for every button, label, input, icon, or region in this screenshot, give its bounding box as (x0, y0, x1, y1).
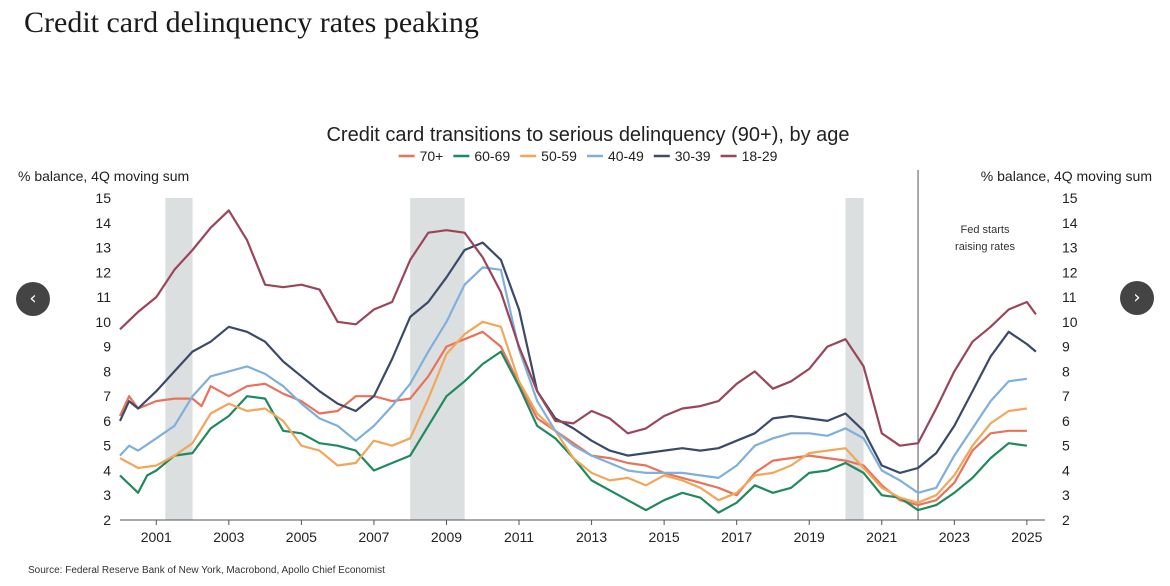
y-tick-label-left: 5 (103, 438, 111, 454)
x-tick-label: 2017 (721, 529, 752, 545)
x-tick-label: 2007 (358, 529, 389, 545)
series-line-60-69 (119, 350, 1028, 514)
y-tick-label-left: 3 (103, 487, 111, 503)
fed-annotation-text-line2: raising rates (955, 241, 1015, 253)
y-tick-label-left: 13 (95, 240, 111, 256)
y-tick-label-right: 3 (1062, 487, 1070, 503)
legend: 70+ 60-69 50-59 40-49 30-39 18-29 (398, 148, 778, 164)
y-tick-label-left: 14 (95, 215, 111, 231)
chevron-left-icon: ‹ (29, 288, 37, 309)
axes: 2001 2003 2005 2007 2009 2011 2013 2015 2017 2019… (95, 190, 1077, 545)
y-tick-label-left: 12 (95, 264, 111, 280)
y-tick-label-right: 10 (1062, 314, 1078, 330)
series-line-40-49 (119, 266, 1028, 494)
y-axis-label-right: % balance, 4Q moving sum (981, 168, 1152, 184)
legend-label-40-49: 40-49 (608, 148, 644, 164)
legend-label-50-59: 50-59 (541, 148, 577, 164)
y-tick-label-left: 2 (103, 512, 111, 528)
recession-band-2 (410, 198, 465, 520)
y-tick-label-right: 15 (1062, 190, 1078, 206)
fed-annotation-text-line1: Fed starts (961, 224, 1010, 236)
y-tick-label-left: 9 (103, 339, 111, 355)
source-note: Source: Federal Reserve Bank of New York… (28, 565, 385, 576)
x-tick-label: 2023 (939, 529, 970, 545)
x-tick-label: 2021 (866, 529, 897, 545)
y-tick-label-left: 4 (103, 462, 111, 478)
recession-band-3 (845, 198, 864, 520)
legend-label-18-29: 18-29 (742, 148, 778, 164)
carousel-next-button[interactable]: › (1120, 281, 1154, 315)
x-tick-label: 2013 (576, 529, 607, 545)
recession-bands (165, 198, 864, 520)
y-axis-label-left: % balance, 4Q moving sum (18, 168, 189, 184)
page-title: Credit card delinquency rates peaking (24, 6, 479, 39)
y-tick-label-left: 10 (95, 314, 111, 330)
y-tick-label-right: 8 (1062, 363, 1070, 379)
recession-band-1 (165, 198, 193, 520)
chevron-right-icon: › (1133, 287, 1141, 308)
y-tick-label-right: 6 (1062, 413, 1070, 429)
y-tick-label-left: 7 (103, 388, 111, 404)
chart-title: Credit card transitions to serious delin… (326, 124, 849, 146)
legend-label-70+: 70+ (420, 148, 444, 164)
series-line-18-29 (119, 209, 1037, 447)
x-tick-label: 2011 (504, 529, 534, 545)
y-tick-label-right: 11 (1062, 289, 1077, 305)
series-line-70+ (119, 330, 1027, 507)
y-tick-label-right: 9 (1062, 339, 1070, 355)
y-tick-label-right: 4 (1062, 462, 1070, 478)
y-tick-label-right: 13 (1062, 240, 1078, 256)
x-tick-label: 2005 (286, 529, 317, 545)
y-tick-label-right: 5 (1062, 438, 1070, 454)
series-line-30-39 (119, 241, 1037, 474)
y-tick-label-right: 12 (1062, 264, 1078, 280)
legend-label-30-39: 30-39 (675, 148, 711, 164)
carousel-prev-button[interactable]: ‹ (16, 282, 50, 316)
x-tick-label: 2009 (431, 529, 462, 545)
legend-label-60-69: 60-69 (474, 148, 510, 164)
x-tick-label: 2019 (794, 529, 825, 545)
y-tick-label-left: 15 (95, 190, 111, 206)
y-tick-label-left: 6 (103, 413, 111, 429)
y-tick-label-left: 11 (96, 289, 111, 305)
series-line-50-59 (119, 320, 1028, 504)
series-lines (119, 209, 1037, 514)
y-tick-label-right: 7 (1062, 388, 1070, 404)
y-tick-label-right: 14 (1062, 215, 1078, 231)
x-tick-label: 2001 (141, 529, 172, 545)
y-tick-label-left: 8 (103, 363, 111, 379)
x-tick-label: 2025 (1011, 529, 1042, 545)
x-tick-label: 2015 (649, 529, 680, 545)
x-tick-label: 2003 (213, 529, 244, 545)
y-tick-label-right: 2 (1062, 512, 1070, 528)
